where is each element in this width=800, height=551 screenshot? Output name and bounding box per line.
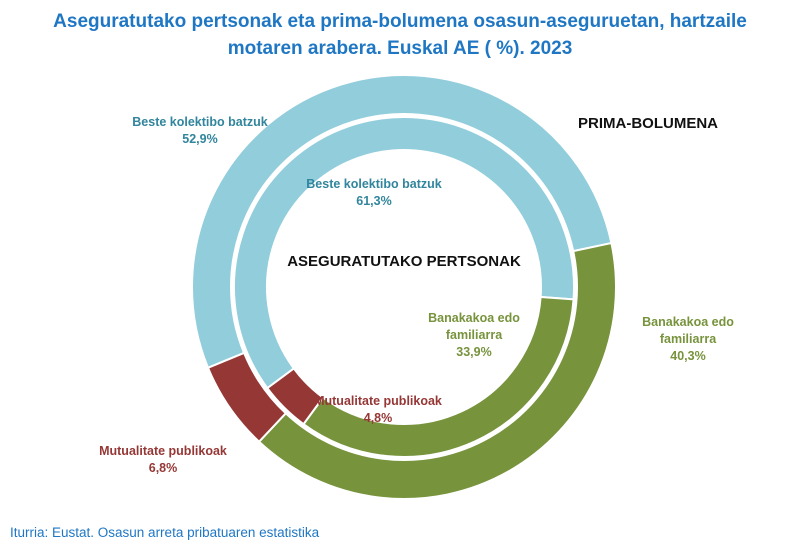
- chart-title: Aseguratutako pertsonak eta prima-bolume…: [20, 8, 780, 62]
- data-label-category: Mutualitate publikoak: [99, 444, 227, 458]
- inner-ring: [233, 116, 575, 458]
- slice-labels: Beste kolektibo batzuk 52,9% Banakakoa edo…: [99, 115, 734, 475]
- outer-label-beste-kolektibo: Beste kolektibo batzuk 52,9%: [132, 115, 267, 146]
- inner-label-beste-kolektibo: Beste kolektibo batzuk 61,3%: [306, 177, 441, 208]
- data-label-category: Banakakoa edo: [428, 311, 520, 325]
- data-label-value: 40,3%: [670, 349, 705, 363]
- data-label-value: 6,8%: [149, 461, 178, 475]
- data-label-value: 52,9%: [182, 132, 217, 146]
- data-label-value: 33,9%: [456, 345, 491, 359]
- title-line-2: motaren arabera. Euskal AE ( %). 2023: [227, 38, 573, 59]
- outer-ring-title: PRIMA-BOLUMENA: [578, 115, 718, 132]
- outer-slice-mutualitate-publikoak: [206, 351, 288, 444]
- data-label-category: Mutualitate publikoak: [314, 394, 442, 408]
- data-label-value: 61,3%: [356, 194, 391, 208]
- outer-label-banakakoa-familiarra: Banakakoa edo familiarra 40,3%: [642, 315, 734, 363]
- inner-slice-beste-kolektibo: [233, 116, 575, 390]
- inner-ring-title: ASEGURATUTAKO PERTSONAK: [287, 253, 521, 270]
- outer-label-mutualitate-publikoak: Mutualitate publikoak 6,8%: [99, 444, 227, 475]
- data-label-value: 4,8%: [364, 411, 393, 425]
- data-label-category: Banakakoa edo: [642, 315, 734, 329]
- data-label-category: Beste kolektibo batzuk: [132, 115, 267, 129]
- outer-slice-beste-kolektibo: [191, 74, 613, 370]
- outer-ring: [191, 74, 617, 500]
- title-line-1: Aseguratutako pertsonak eta prima-bolume…: [53, 11, 747, 32]
- data-label-category: Beste kolektibo batzuk: [306, 177, 441, 191]
- data-label-category: familiarra: [660, 332, 717, 346]
- inner-label-mutualitate-publikoak: Mutualitate publikoak 4,8%: [314, 394, 442, 425]
- inner-slice-mutualitate-publikoak: [265, 367, 325, 426]
- source-note: Iturria: Eustat. Osasun arreta pribatuar…: [10, 525, 320, 540]
- inner-label-banakakoa-familiarra: Banakakoa edo familiarra 33,9%: [428, 311, 520, 359]
- data-label-category: familiarra: [446, 328, 503, 342]
- outer-slice-banakakoa-familiarra: [257, 241, 617, 500]
